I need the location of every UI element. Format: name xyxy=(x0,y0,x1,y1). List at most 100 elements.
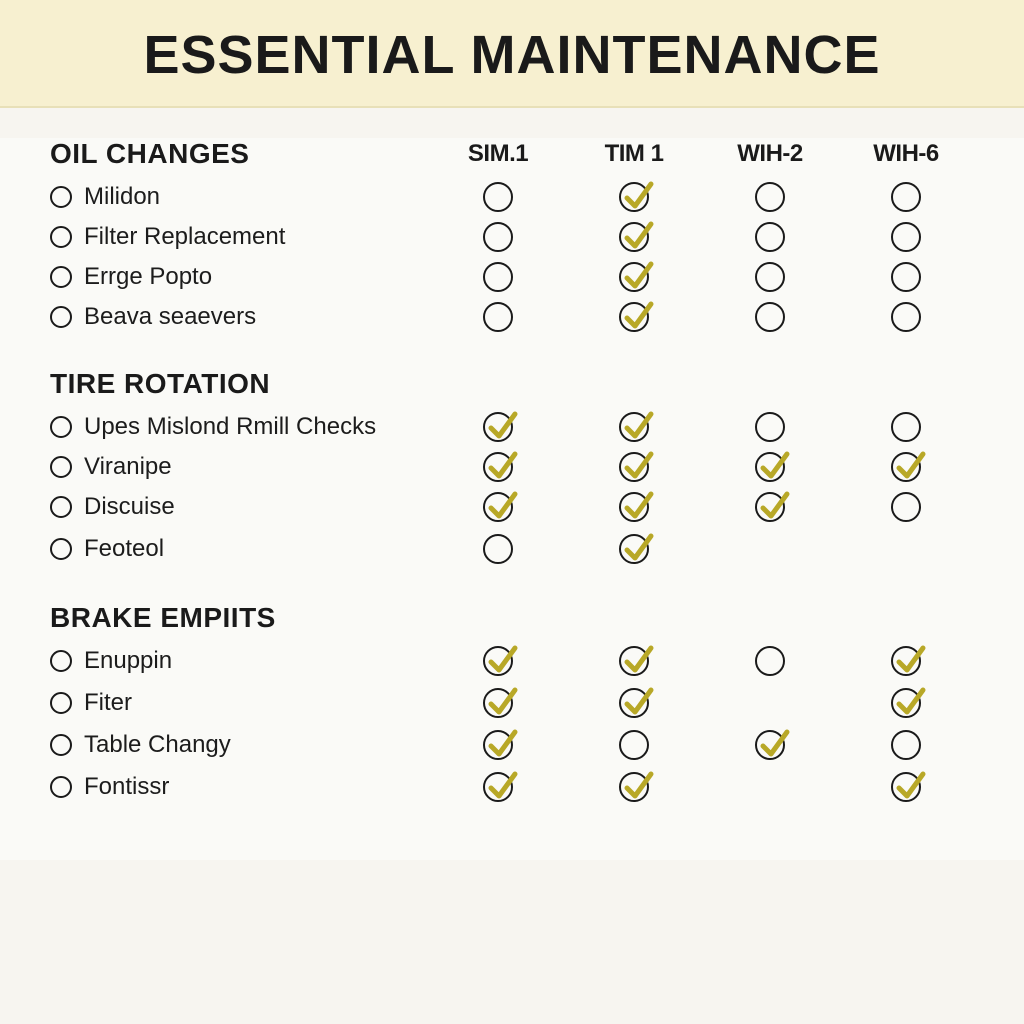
item-label: Fiter xyxy=(50,689,430,717)
status-cell xyxy=(430,646,566,676)
bullet-icon xyxy=(50,416,72,438)
status-cell xyxy=(566,646,702,676)
bullet-icon xyxy=(50,496,72,518)
status-circle[interactable] xyxy=(619,412,649,442)
status-cell xyxy=(430,262,566,292)
bullet-icon xyxy=(50,650,72,672)
status-circle[interactable] xyxy=(755,452,785,482)
checklist-row: Viranipe xyxy=(50,452,974,482)
column-header: WIH-2 xyxy=(702,140,838,168)
status-cell xyxy=(430,688,566,718)
status-circle[interactable] xyxy=(483,222,513,252)
item-label: Feoteol xyxy=(50,535,430,563)
section: TIRE ROTATIONUpes Mislond Rmill ChecksVi… xyxy=(50,368,974,566)
status-circle[interactable] xyxy=(891,730,921,760)
status-circle[interactable] xyxy=(619,492,649,522)
status-circle[interactable] xyxy=(619,534,649,564)
item-label: Enuppin xyxy=(50,647,430,675)
status-circle[interactable] xyxy=(755,646,785,676)
page-title: ESSENTIAL MAINTENANCE xyxy=(20,24,1004,86)
status-circle[interactable] xyxy=(483,412,513,442)
status-circle[interactable] xyxy=(483,646,513,676)
status-cell xyxy=(566,772,702,802)
status-circle[interactable] xyxy=(619,688,649,718)
status-circle[interactable] xyxy=(891,688,921,718)
status-circle[interactable] xyxy=(619,262,649,292)
status-circle[interactable] xyxy=(619,302,649,332)
status-circle[interactable] xyxy=(891,262,921,292)
status-circle[interactable] xyxy=(619,452,649,482)
bullet-icon xyxy=(50,692,72,714)
checkmark-icon xyxy=(623,260,655,292)
status-cell xyxy=(838,412,974,442)
status-circle[interactable] xyxy=(619,730,649,760)
checkmark-icon xyxy=(895,770,927,802)
section-title: BRAKE EMPIITS xyxy=(50,602,430,634)
checkmark-icon xyxy=(623,180,655,212)
checklist-row: Table Changy xyxy=(50,730,974,760)
status-cell xyxy=(566,534,702,564)
item-label: Viranipe xyxy=(50,453,430,481)
bullet-icon xyxy=(50,776,72,798)
status-circle[interactable] xyxy=(619,646,649,676)
empty-cell xyxy=(702,532,838,566)
checklist-row: Errge Popto xyxy=(50,262,974,292)
status-circle[interactable] xyxy=(891,492,921,522)
item-text: Discuise xyxy=(84,493,175,521)
status-circle[interactable] xyxy=(755,730,785,760)
status-cell xyxy=(430,492,566,522)
status-cell xyxy=(838,262,974,292)
status-cell xyxy=(430,412,566,442)
checkmark-icon xyxy=(759,728,791,760)
checklist-row: Feoteol xyxy=(50,532,974,566)
status-cell xyxy=(566,302,702,332)
status-circle[interactable] xyxy=(483,452,513,482)
checklist-row: Fiter xyxy=(50,686,974,720)
item-label: Fontissr xyxy=(50,773,430,801)
status-circle[interactable] xyxy=(755,302,785,332)
status-circle[interactable] xyxy=(891,452,921,482)
status-circle[interactable] xyxy=(891,302,921,332)
status-cell xyxy=(702,222,838,252)
status-circle[interactable] xyxy=(483,730,513,760)
status-circle[interactable] xyxy=(755,182,785,212)
status-circle[interactable] xyxy=(483,182,513,212)
checkmark-icon xyxy=(623,300,655,332)
status-circle[interactable] xyxy=(483,302,513,332)
checklist-row: Milidon xyxy=(50,182,974,212)
status-circle[interactable] xyxy=(755,492,785,522)
status-circle[interactable] xyxy=(891,182,921,212)
status-circle[interactable] xyxy=(619,182,649,212)
status-circle[interactable] xyxy=(619,222,649,252)
status-circle[interactable] xyxy=(891,222,921,252)
status-circle[interactable] xyxy=(891,772,921,802)
checkmark-icon xyxy=(623,410,655,442)
item-label: Beava seaevers xyxy=(50,303,430,331)
section-header-row: TIRE ROTATION xyxy=(50,368,974,400)
status-circle[interactable] xyxy=(755,262,785,292)
item-label: Filter Replacement xyxy=(50,223,430,251)
empty-cell xyxy=(702,686,838,720)
status-circle[interactable] xyxy=(483,262,513,292)
item-text: Filter Replacement xyxy=(84,223,285,251)
checkmark-icon xyxy=(623,450,655,482)
bullet-icon xyxy=(50,306,72,328)
checklist-row: Enuppin xyxy=(50,646,974,676)
status-circle[interactable] xyxy=(755,412,785,442)
item-label: Errge Popto xyxy=(50,263,430,291)
status-cell xyxy=(566,222,702,252)
status-circle[interactable] xyxy=(483,492,513,522)
status-circle[interactable] xyxy=(755,222,785,252)
status-circle[interactable] xyxy=(619,772,649,802)
status-circle[interactable] xyxy=(891,412,921,442)
status-cell xyxy=(838,302,974,332)
status-circle[interactable] xyxy=(891,646,921,676)
status-circle[interactable] xyxy=(483,772,513,802)
status-circle[interactable] xyxy=(483,534,513,564)
section: OIL CHANGESSIM.1TIM 1WIH-2WIH-6MilidonFi… xyxy=(50,138,974,332)
status-cell xyxy=(702,182,838,212)
checkmark-icon xyxy=(895,450,927,482)
title-bar: ESSENTIAL MAINTENANCE xyxy=(0,0,1024,108)
status-circle[interactable] xyxy=(483,688,513,718)
checkmark-icon xyxy=(487,728,519,760)
